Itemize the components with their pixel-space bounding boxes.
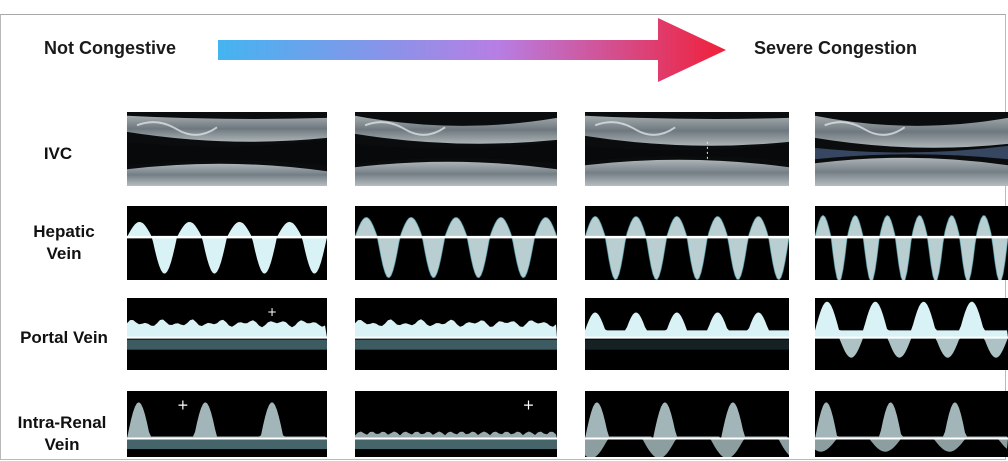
ivc-ultrasound-panel-2: [355, 112, 557, 186]
row-label-intra-renal-vein: Intra-Renal Vein: [17, 413, 107, 454]
svg-text:+: +: [523, 397, 535, 413]
hepatic-vein-ultrasound-panel-3: [585, 206, 789, 280]
intra-renal-vein-ultrasound-panel-3: [585, 391, 789, 457]
intra-renal-vein-ultrasound-panel-4: [815, 391, 1008, 457]
row-label-hepatic-vein: Hepatic Vein: [33, 222, 95, 263]
ivc-ultrasound-panel-3: [585, 112, 789, 186]
ivc-ultrasound-panel-1: [127, 112, 327, 186]
intra-renal-vein-ultrasound-panel-2: +: [355, 391, 557, 457]
svg-text:+: +: [267, 305, 277, 319]
portal-vein-ultrasound-panel-3: [585, 298, 789, 370]
svg-text:+: +: [177, 397, 189, 413]
intra-renal-vein-ultrasound-panel-1: +: [127, 391, 327, 457]
congestion-gradient-arrow: [218, 18, 726, 82]
hepatic-vein-ultrasound-panel-2: [355, 206, 557, 280]
ivc-ultrasound-panel-4: [815, 112, 1008, 186]
portal-vein-ultrasound-panel-1: +: [127, 298, 327, 370]
row-label-ivc: IVC: [43, 144, 73, 163]
severe-congestion-label: Severe Congestion: [754, 38, 918, 58]
portal-vein-ultrasound-panel-2: [355, 298, 557, 370]
hepatic-vein-ultrasound-panel-1: [127, 206, 327, 280]
not-congestive-label: Not Congestive: [44, 38, 177, 58]
portal-vein-ultrasound-panel-4: [815, 298, 1008, 370]
row-label-portal-vein: Portal Vein: [20, 328, 108, 347]
hepatic-vein-ultrasound-panel-4: [815, 206, 1008, 280]
